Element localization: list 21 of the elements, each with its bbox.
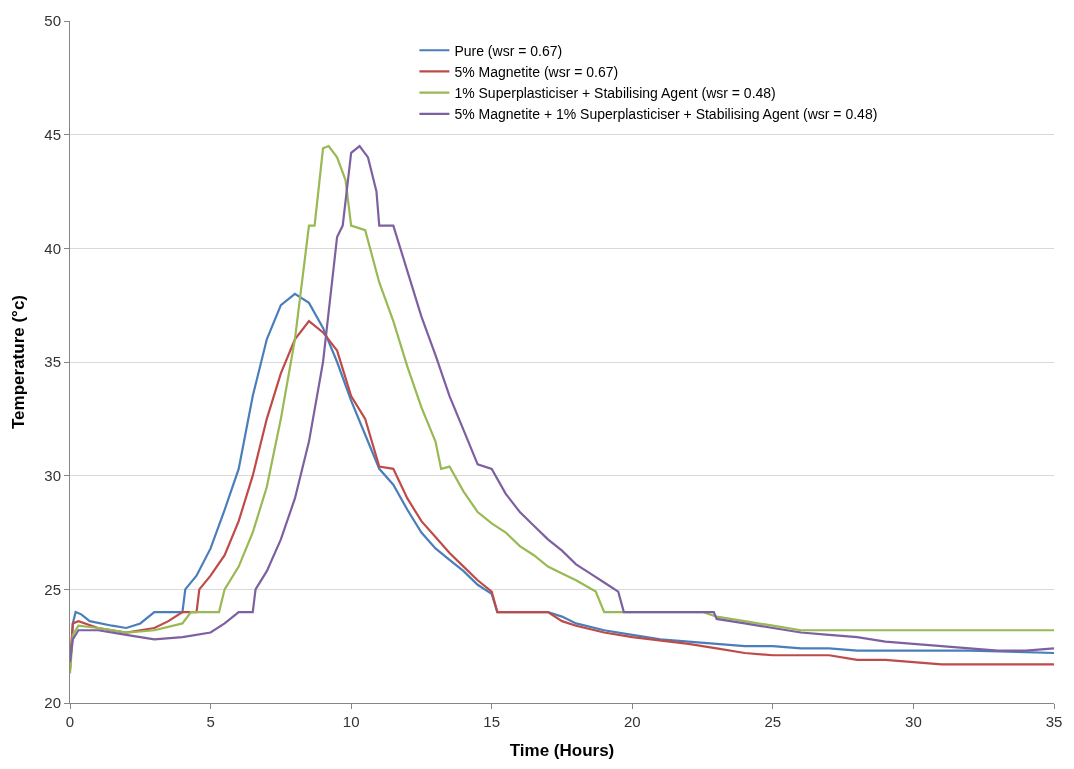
x-tick-label: 20 bbox=[623, 713, 641, 730]
y-tick-label: 40 bbox=[44, 239, 61, 257]
x-tick-label: 5 bbox=[206, 713, 215, 730]
x-tick-label: 15 bbox=[483, 713, 501, 730]
legend-label: 5% Magnetite (wsr = 0.67) bbox=[454, 63, 619, 80]
y-axis-title: Temperature (°c) bbox=[8, 294, 28, 430]
x-tick-label: 25 bbox=[764, 713, 782, 730]
x-tick-label: 10 bbox=[342, 713, 360, 730]
y-tick-label: 25 bbox=[44, 580, 61, 598]
y-tick-label: 20 bbox=[44, 694, 61, 712]
y-tick-label: 35 bbox=[44, 353, 61, 371]
y-tick-label: 50 bbox=[44, 12, 61, 30]
legend-label: 5% Magnetite + 1% Superplasticiser + Stabilising Agent (wsr = 0.48) bbox=[454, 106, 878, 123]
x-axis-title: Time (Hours) bbox=[509, 741, 615, 761]
legend-label: 1% Superplasticiser + Stabilising Agent (wsr = 0.48) bbox=[454, 85, 776, 102]
x-tick-label: 30 bbox=[905, 713, 922, 730]
x-tick-label: 0 bbox=[65, 713, 75, 730]
y-tick-label: 30 bbox=[44, 466, 61, 484]
y-tick-label: 45 bbox=[44, 125, 61, 143]
legend-label: Pure (wsr = 0.67) bbox=[454, 42, 563, 59]
x-tick-label: 35 bbox=[1045, 713, 1063, 730]
